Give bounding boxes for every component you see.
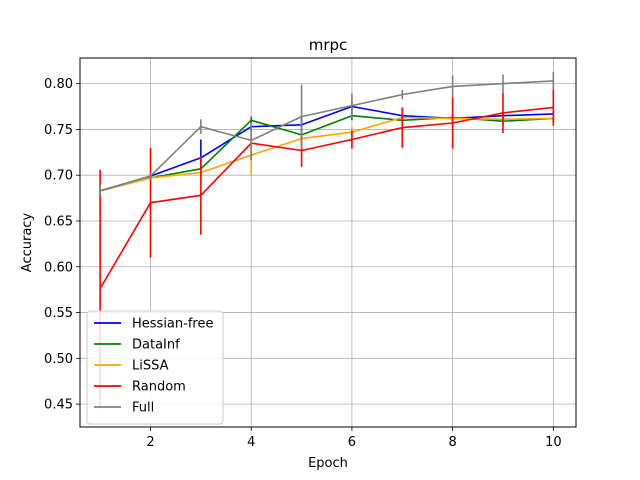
legend-label: Random: [132, 380, 186, 395]
chart-title: mrpc: [309, 36, 348, 54]
x-tick-label: 2: [146, 435, 154, 450]
x-tick-label: 4: [247, 435, 255, 450]
series: [99, 71, 555, 198]
x-tick-label: 10: [545, 435, 562, 450]
series-line: [99, 106, 554, 290]
legend-label: LiSSA: [132, 359, 169, 374]
series-line: [99, 80, 554, 192]
plot-frame: [79, 57, 577, 428]
ticks: 2 4 6 8 10 0.45 0.50 0.55 0.60 0.65 0.70 0.75 0.80: [44, 77, 562, 450]
legend-label: Hessian-free: [132, 317, 213, 332]
legend-label: Full: [132, 401, 154, 416]
x-axis-label: Epoch: [308, 456, 348, 471]
y-axis-label: Accuracy: [20, 213, 35, 273]
y-tick-label: 0.60: [44, 260, 73, 275]
y-tick-label: 0.50: [44, 352, 73, 367]
y-tick-label: 0.80: [44, 77, 73, 92]
legend-label: DataInf: [132, 338, 180, 353]
legend-box: [86, 310, 224, 425]
y-tick-label: 0.75: [44, 123, 73, 138]
y-tick-label: 0.70: [44, 169, 73, 184]
x-tick-label: 8: [448, 435, 456, 450]
y-tick-label: 0.55: [44, 306, 73, 321]
series-layer: [99, 71, 555, 408]
series-line: [99, 105, 554, 192]
series-line: [99, 116, 554, 192]
y-tick-label: 0.65: [44, 214, 73, 229]
x-tick-label: 6: [348, 435, 356, 450]
legend: Hessian-free DataInf LiSSA Random Full: [86, 310, 224, 425]
y-tick-label: 0.45: [44, 398, 73, 413]
